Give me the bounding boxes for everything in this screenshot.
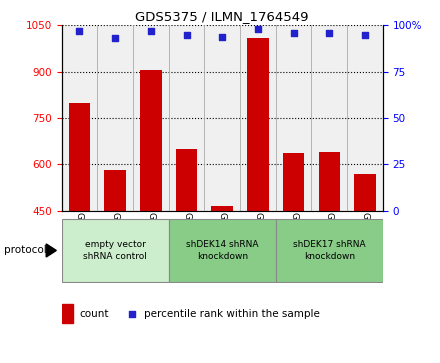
Point [290,30,297,36]
Bar [169,219,276,282]
Point [147,28,154,34]
Text: shDEK17 shRNA
knockdown: shDEK17 shRNA knockdown [293,240,366,261]
Bar [104,170,126,211]
Bar [69,102,90,211]
Text: protocol: protocol [4,245,47,256]
Bar [62,304,73,323]
Bar [283,154,304,211]
Bar [276,219,383,282]
Text: shDEK14 shRNA
knockdown: shDEK14 shRNA knockdown [186,240,258,261]
Bar [319,152,340,211]
Point [129,311,136,317]
Bar [140,70,161,211]
Text: count: count [79,309,109,319]
Point [254,26,261,32]
Bar [62,219,169,282]
Point [361,32,368,38]
Point [76,28,83,34]
Bar [354,174,376,211]
Point [326,30,333,36]
Text: empty vector
shRNA control: empty vector shRNA control [83,240,147,261]
Point [219,34,226,40]
Bar [247,38,268,211]
Point [112,36,119,41]
Text: percentile rank within the sample: percentile rank within the sample [143,309,319,319]
Bar [176,149,197,211]
Title: GDS5375 / ILMN_1764549: GDS5375 / ILMN_1764549 [136,10,309,23]
Bar [212,206,233,211]
Point [183,32,190,38]
